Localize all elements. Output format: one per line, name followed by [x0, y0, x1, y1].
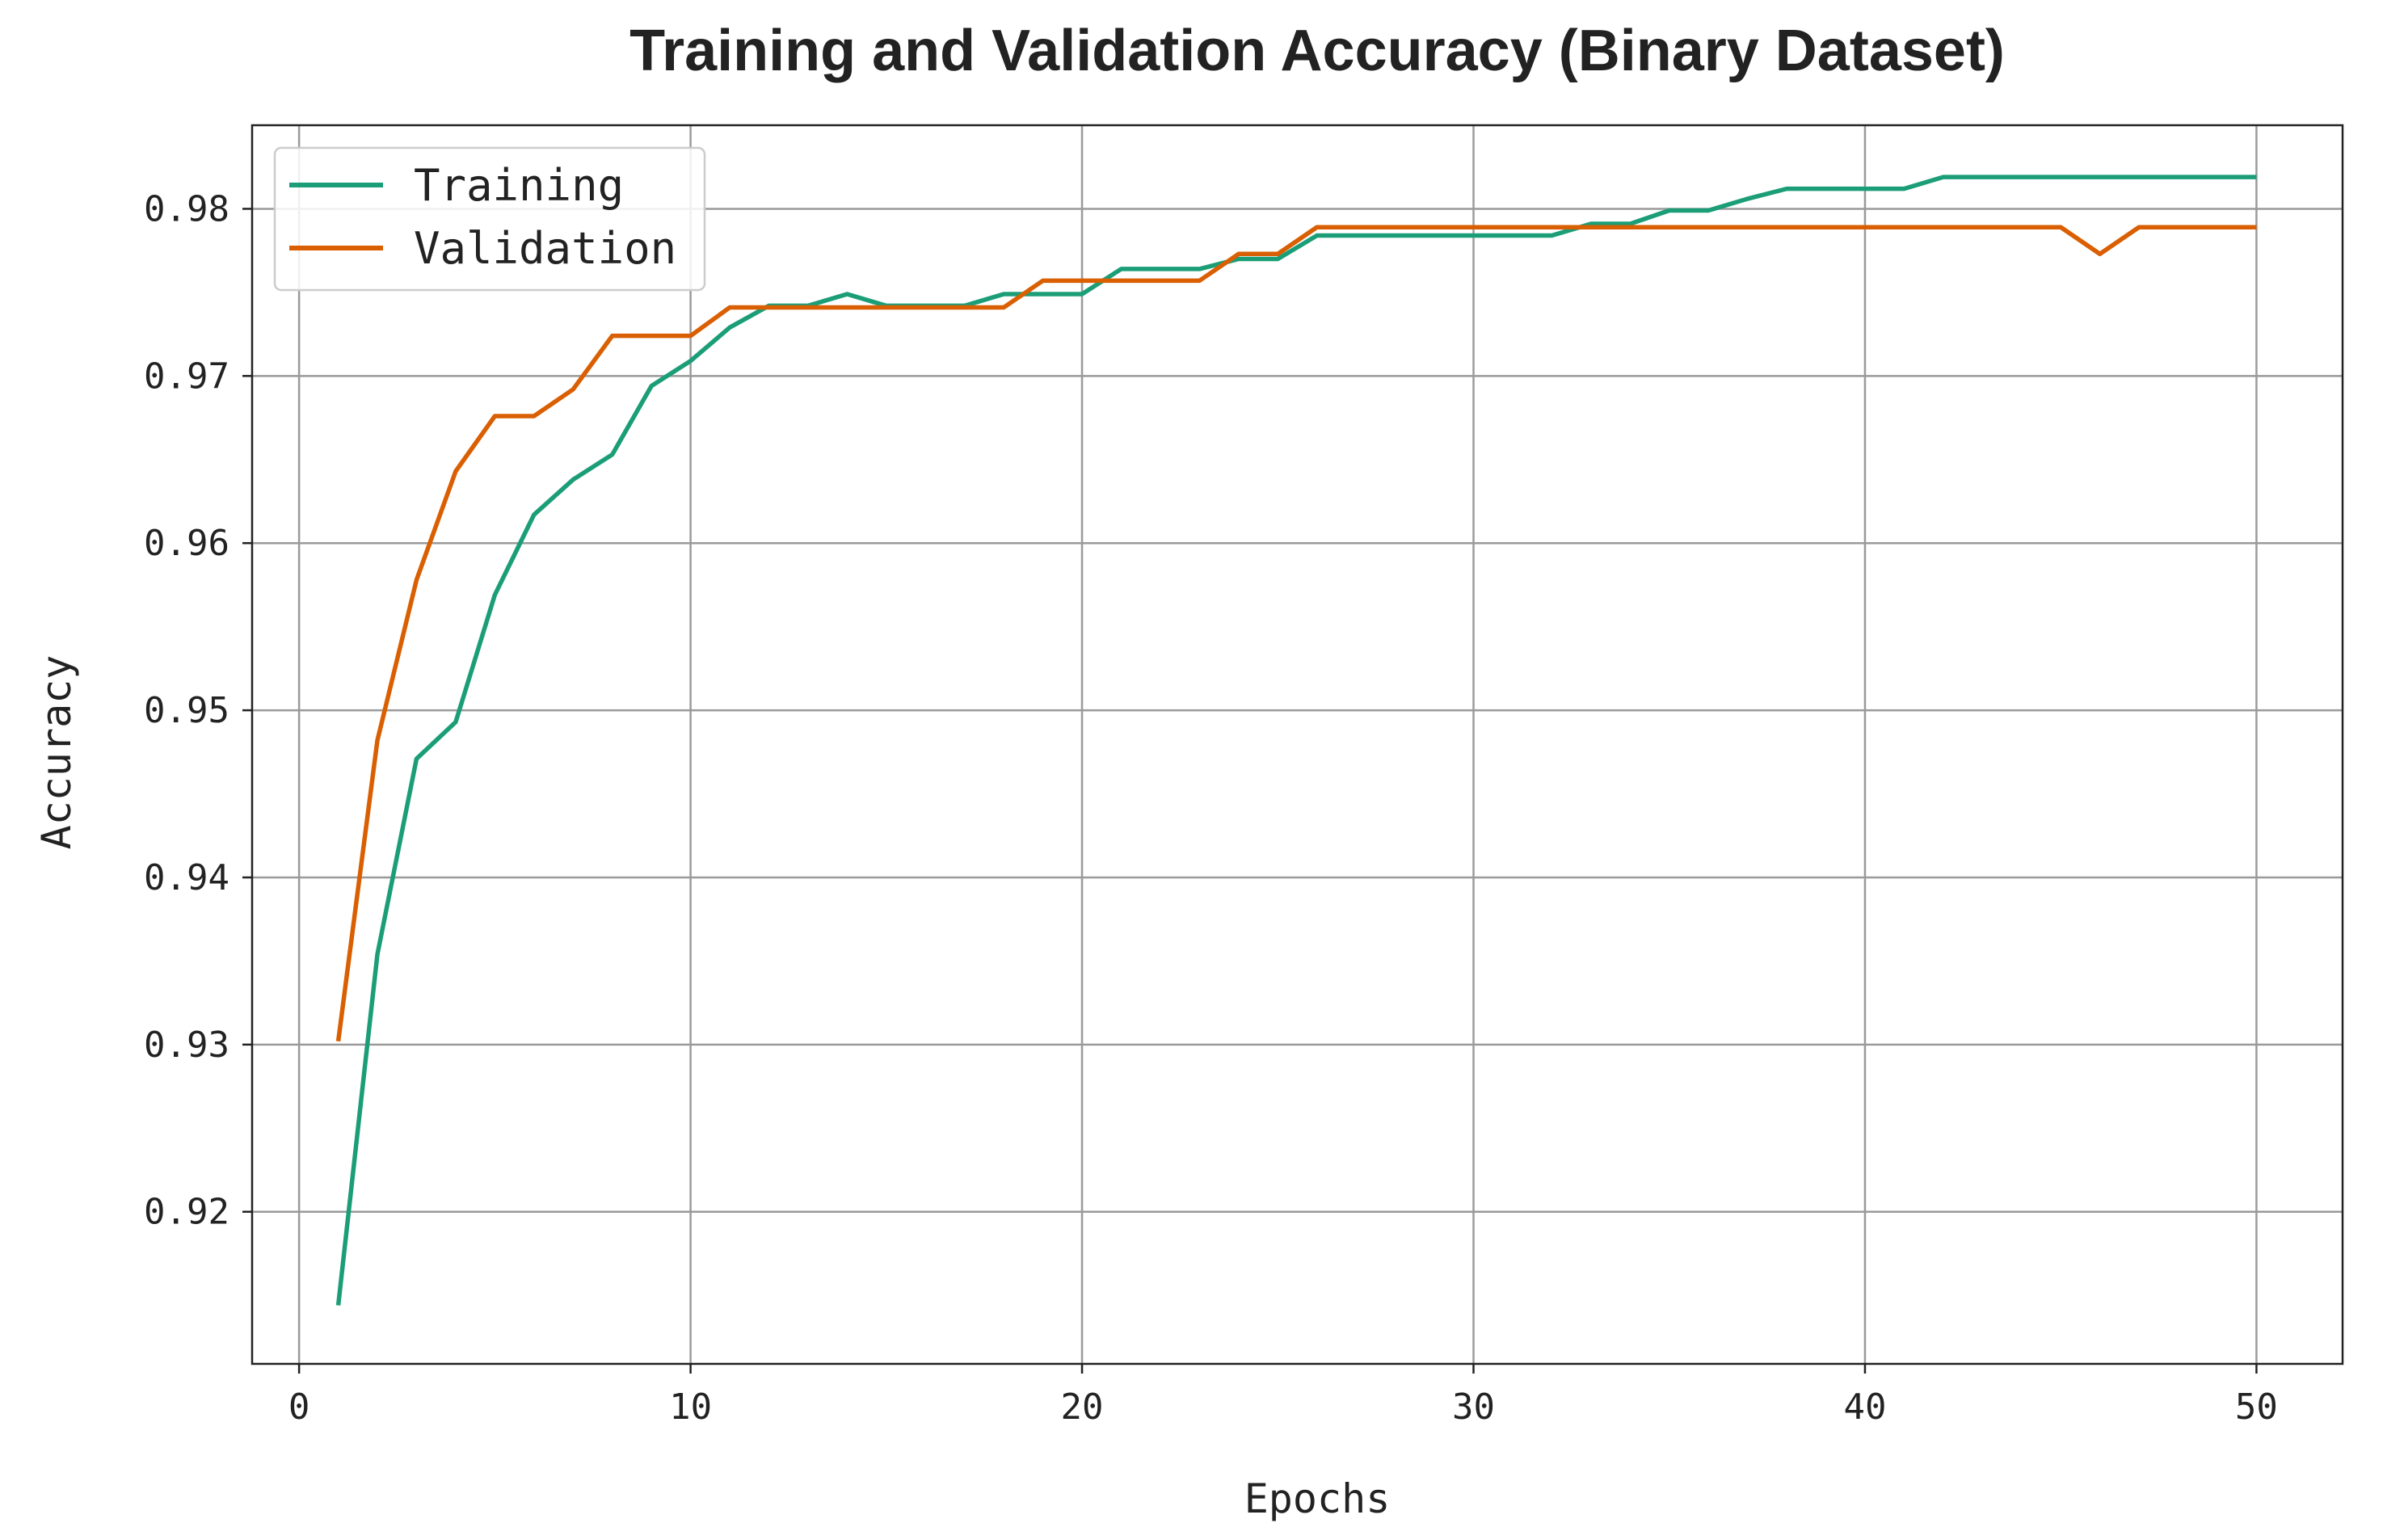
y-tick-label: 0.96: [144, 523, 229, 564]
x-tick-label: 10: [669, 1386, 712, 1428]
legend-label-validation: Validation: [414, 223, 676, 274]
y-tick-label: 0.95: [144, 690, 229, 731]
y-tick-label: 0.94: [144, 857, 229, 898]
x-tick-label: 0: [288, 1386, 310, 1428]
x-axis-label: Epochs: [1244, 1475, 1391, 1522]
x-ticks: 0 10 20 30 40 50: [288, 1364, 2278, 1428]
chart-title: Training and Validation Accuracy (Binary…: [629, 19, 2005, 83]
plot-frame: [251, 124, 2344, 1365]
grid-lines: [252, 125, 2343, 1364]
y-ticks: 0.92 0.93 0.94 0.95 0.96 0.97 0.98: [144, 188, 252, 1233]
y-tick-label: 0.98: [144, 188, 229, 229]
legend: Training Validation: [273, 146, 706, 292]
y-tick-label: 0.93: [144, 1025, 229, 1066]
x-tick-label: 50: [2235, 1386, 2278, 1428]
legend-label-training: Training: [414, 160, 624, 211]
series-line-training: [335, 175, 2257, 1306]
x-tick-label: 20: [1061, 1386, 1104, 1428]
plot-lines: [335, 175, 2257, 1306]
x-tick-label: 40: [1843, 1386, 1886, 1428]
y-axis-label: Accuracy: [33, 655, 80, 850]
y-tick-label: 0.92: [144, 1192, 229, 1233]
series-line-validation: [335, 225, 2257, 1042]
y-tick-label: 0.97: [144, 356, 229, 397]
x-tick-label: 30: [1452, 1386, 1495, 1428]
